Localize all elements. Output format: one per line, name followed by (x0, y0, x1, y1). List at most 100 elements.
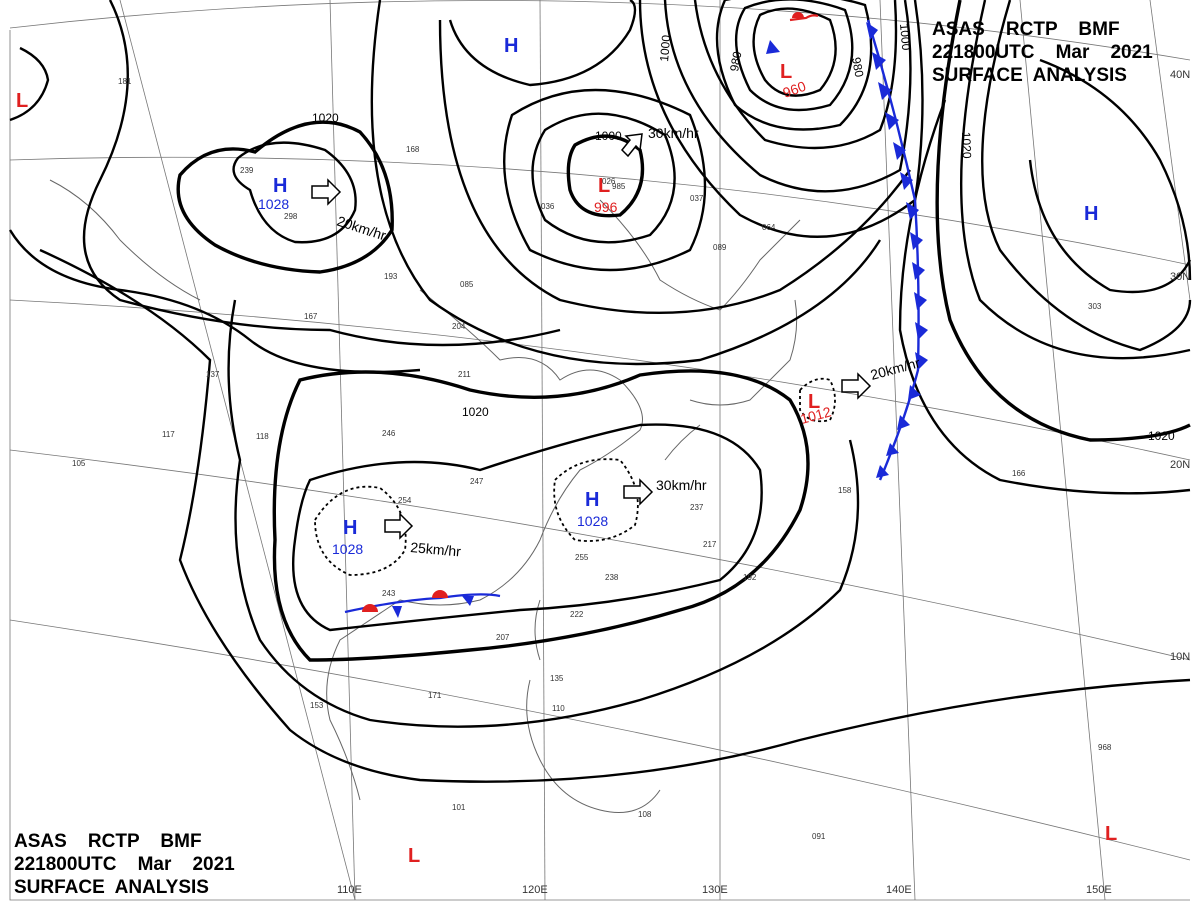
isobar-1016-north (82, 0, 561, 347)
isobar-1012 (370, 0, 882, 366)
isobar-990 (663, 0, 912, 193)
station-value: 167 (304, 312, 318, 321)
station-value: 037 (690, 194, 704, 203)
motion-arrow-1 (311, 178, 342, 206)
station-value: 238 (605, 573, 619, 582)
longitude-label: 130E (702, 884, 728, 896)
fronts (344, 12, 928, 618)
lat-line-40n (9, 0, 1191, 61)
isobar-east-high-4 (960, 0, 1191, 360)
isobar-label: 1000 (595, 129, 622, 143)
high-symbol: H (585, 489, 599, 511)
motion-speed: 25km/hr (410, 539, 462, 559)
station-value: 239 (240, 166, 254, 175)
isobar-label: 1000 (657, 34, 673, 62)
station-value: 298 (284, 212, 298, 221)
isobar-970 (715, 0, 873, 131)
station-value: 064 (762, 223, 776, 232)
latitude-label: 40N (1170, 69, 1190, 81)
high-symbol: H (273, 175, 287, 197)
isobar-dashed-h2 (553, 458, 639, 542)
lon-line-115e (329, 0, 356, 901)
station-value: 968 (1098, 743, 1112, 752)
lon-line-150e (1019, 0, 1106, 901)
isobar-1024-south (291, 423, 763, 632)
graticule (9, 0, 1191, 901)
motion-arrows (311, 133, 872, 540)
header-bottom-left: ASAS RCTP BMF 221800UTC Mar 2021 SURFACE… (14, 830, 235, 899)
high-symbol: H (1084, 203, 1098, 225)
station-value: 108 (638, 810, 652, 819)
isobar-north-high (448, 0, 637, 87)
station-value: 211 (458, 370, 471, 379)
occluded-front-tip (789, 14, 819, 22)
lat-line-0 (9, 619, 1191, 861)
isobar-1004 (503, 88, 707, 272)
station-value: 117 (162, 430, 175, 439)
motion-arrow-5 (841, 372, 872, 400)
station-value: 237 (690, 503, 704, 512)
isobar-1012-south (39, 248, 1191, 783)
occluded-front-barb (766, 40, 780, 54)
station-value: 110 (552, 704, 565, 713)
longitude-label: 150E (1086, 884, 1112, 896)
isobar-1000-low (531, 112, 676, 244)
station-value: 204 (452, 322, 466, 331)
map-frame (9, 30, 1190, 901)
pressure-systems: H 1028 H L 996 L 960 H L H 1028 H 1028 L… (16, 35, 1117, 867)
station-value: 118 (256, 432, 269, 441)
longitude-label: 120E (522, 884, 548, 896)
lon-line-140e (879, 0, 916, 901)
header-line-1: ASAS RCTP BMF (932, 19, 1120, 40)
isobars (8, 0, 1192, 783)
station-value: 246 (382, 429, 396, 438)
isobar-label: 1020 (312, 111, 339, 125)
station-value: 085 (460, 280, 474, 289)
lat-line-10n (9, 449, 1191, 661)
motion-arrow-2 (620, 133, 643, 158)
station-value: 153 (310, 701, 324, 710)
low-pressure-value: 1012 (799, 403, 833, 427)
station-value: 026 (602, 177, 616, 186)
station-value: 254 (398, 496, 412, 505)
high-pressure-value: 1028 (577, 513, 608, 529)
cold-front-east (866, 19, 920, 481)
isobar-east-high-2 (1028, 159, 1192, 294)
lat-line-20n (9, 299, 1191, 461)
low-symbol: L (598, 175, 610, 197)
isobar-label: 1020 (1148, 429, 1175, 443)
header-top-right: ASAS RCTP BMF 221800UTC Mar 2021 SURFACE… (932, 18, 1153, 87)
isobar-label: 980 (727, 50, 744, 72)
isobar-980 (693, 0, 898, 150)
isobar-label: 1020 (462, 405, 489, 419)
high-symbol: H (343, 517, 357, 539)
station-value: 207 (496, 633, 510, 642)
low-symbol: L (1105, 823, 1117, 845)
latitude-label: 20N (1170, 459, 1190, 471)
coast-china (326, 289, 643, 801)
station-value: 091 (812, 832, 826, 841)
station-value: 105 (72, 459, 86, 468)
low-symbol: L (408, 845, 420, 867)
motion-arrow-3 (384, 512, 414, 540)
coast-west (49, 179, 201, 301)
occluded-front-bump (792, 12, 804, 18)
station-value: 181 (118, 77, 132, 86)
axis-labels: 40N 30N 20N 10N 110E 120E 130E 140E 150E (337, 69, 1190, 896)
station-value: 222 (570, 610, 584, 619)
low-symbol: L (780, 61, 792, 83)
station-value: 303 (1088, 302, 1102, 311)
isobar-label: 1020 (959, 132, 974, 159)
header-line-2: 221800UTC Mar 2021 (14, 854, 235, 875)
latitude-label: 10N (1170, 651, 1190, 663)
isobar-nw-corner (9, 46, 50, 122)
coast-philippines (526, 599, 661, 813)
station-value: 985 (612, 182, 626, 191)
isobar-labels: 1020 1020 1020 1000 980 980 1000 1000 10… (312, 23, 1175, 443)
isobar-996-low (566, 134, 645, 218)
isobar-1024-west (232, 141, 357, 244)
low-symbol: L (808, 391, 820, 413)
header-line-3: SURFACE ANALYSIS (14, 877, 209, 898)
isobar-960-ring1 (752, 7, 837, 97)
low-pressure-value: 960 (781, 78, 809, 101)
